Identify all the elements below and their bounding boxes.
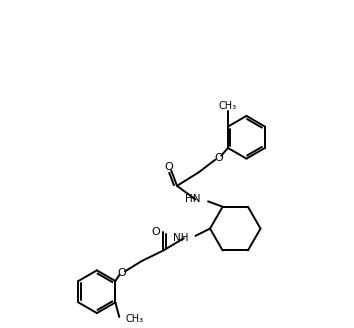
Text: O: O [164, 162, 173, 173]
Text: NH: NH [173, 233, 189, 243]
Text: CH₃: CH₃ [125, 315, 143, 324]
Text: O: O [214, 153, 223, 163]
Text: O: O [151, 227, 160, 237]
Text: HN: HN [185, 195, 200, 204]
Text: O: O [118, 268, 126, 278]
Text: CH₃: CH₃ [219, 101, 237, 111]
